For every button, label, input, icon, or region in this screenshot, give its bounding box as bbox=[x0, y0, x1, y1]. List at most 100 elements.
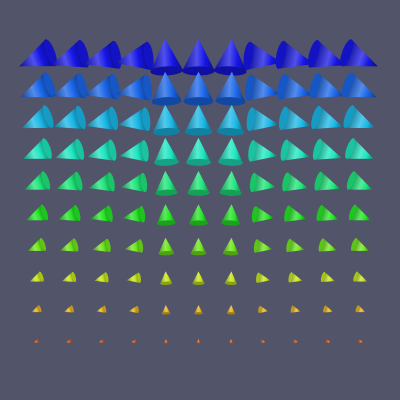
cone-body bbox=[226, 304, 236, 314]
cone-glyph bbox=[98, 339, 104, 343]
cone-body bbox=[126, 272, 140, 283]
cone-body bbox=[88, 172, 114, 192]
cone-body bbox=[158, 237, 175, 254]
cone-glyph bbox=[215, 71, 246, 106]
cone-base bbox=[42, 105, 54, 128]
cone-base bbox=[41, 138, 52, 159]
cone-base bbox=[107, 172, 115, 192]
cone-body bbox=[194, 304, 203, 314]
cone-glyph bbox=[152, 104, 181, 136]
cone-glyph bbox=[161, 304, 171, 315]
cone-glyph bbox=[253, 239, 273, 253]
cone-body bbox=[86, 106, 117, 131]
cone-glyph bbox=[66, 339, 72, 343]
cone-body bbox=[163, 338, 169, 344]
cone-glyph bbox=[260, 339, 266, 344]
cone-glyph bbox=[348, 204, 371, 221]
cone-glyph bbox=[286, 238, 305, 253]
cone-glyph bbox=[288, 272, 303, 283]
cone-glyph bbox=[90, 205, 113, 222]
cone-base bbox=[102, 339, 104, 343]
cone-body bbox=[278, 40, 314, 69]
cone-body bbox=[283, 172, 309, 192]
cone-body bbox=[218, 137, 243, 163]
cone-glyph bbox=[341, 72, 377, 98]
cone-base bbox=[258, 305, 261, 314]
cone-body bbox=[152, 104, 181, 133]
cone-base bbox=[288, 272, 293, 283]
cone-glyph bbox=[131, 339, 137, 344]
cone-base bbox=[282, 172, 290, 192]
cone-base bbox=[151, 97, 182, 106]
cone-base bbox=[323, 305, 327, 313]
cone-base bbox=[106, 205, 113, 222]
cone-body bbox=[261, 339, 266, 344]
cone-glyph bbox=[245, 74, 281, 101]
cone-body bbox=[84, 73, 118, 100]
cone-body bbox=[249, 107, 279, 132]
cone-glyph bbox=[29, 271, 44, 282]
cone-base bbox=[224, 281, 237, 285]
cone-glyph bbox=[26, 204, 49, 221]
cone-glyph bbox=[243, 41, 282, 71]
cone-base bbox=[311, 105, 322, 130]
cone-glyph bbox=[84, 73, 120, 100]
cone-glyph bbox=[314, 171, 341, 191]
cone-base bbox=[43, 39, 57, 67]
cone-body bbox=[128, 305, 138, 314]
cone-base bbox=[307, 39, 320, 68]
cone-base bbox=[150, 66, 183, 76]
cone-glyph bbox=[316, 205, 339, 222]
cone-base bbox=[161, 312, 171, 315]
cone-base bbox=[158, 250, 175, 256]
cone-base bbox=[192, 281, 205, 285]
cone-base bbox=[215, 97, 246, 106]
cone-body bbox=[224, 271, 237, 284]
cone-glyph bbox=[118, 107, 151, 132]
cone-base bbox=[277, 73, 288, 100]
cone-glyph bbox=[277, 73, 313, 100]
cone-glyph bbox=[154, 137, 179, 166]
cone-base bbox=[134, 339, 137, 344]
cone-body bbox=[131, 339, 136, 344]
cone-body bbox=[291, 305, 301, 313]
cone-base bbox=[69, 339, 72, 343]
cone-glyph bbox=[312, 138, 342, 160]
cone-base bbox=[346, 171, 356, 190]
cone-glyph bbox=[187, 170, 210, 196]
cone-body bbox=[189, 204, 208, 223]
cone-glyph bbox=[155, 170, 178, 196]
cone-base bbox=[75, 138, 85, 160]
cone-glyph bbox=[182, 38, 215, 76]
cone-glyph bbox=[56, 171, 83, 191]
cone-base bbox=[183, 97, 214, 106]
cone-glyph bbox=[24, 171, 51, 190]
cone-base bbox=[341, 72, 354, 98]
cone-glyph bbox=[318, 238, 337, 252]
cone-glyph bbox=[353, 271, 368, 282]
cone-base bbox=[343, 105, 355, 128]
cone-base bbox=[141, 140, 149, 162]
cone-base bbox=[137, 272, 141, 283]
cone-body bbox=[228, 338, 234, 344]
cone-base bbox=[109, 73, 120, 100]
cone-glyph bbox=[156, 204, 176, 226]
cone-body bbox=[250, 140, 278, 162]
cone-base bbox=[318, 238, 325, 252]
cone-glyph bbox=[311, 105, 344, 130]
cone-body bbox=[182, 38, 215, 71]
cone-base bbox=[216, 127, 245, 136]
cone-glyph bbox=[248, 140, 278, 162]
cone-glyph bbox=[119, 140, 149, 162]
cone-base bbox=[275, 40, 287, 69]
cone-base bbox=[152, 127, 181, 136]
cone-base bbox=[251, 206, 258, 223]
cone-body bbox=[279, 73, 313, 100]
cone-glyph bbox=[92, 238, 111, 253]
cone-glyph bbox=[51, 39, 90, 68]
cone-glyph bbox=[115, 41, 154, 71]
cone-body bbox=[282, 139, 310, 161]
cone-base bbox=[293, 339, 295, 343]
cone-glyph bbox=[221, 204, 241, 226]
cone-glyph bbox=[325, 339, 331, 343]
